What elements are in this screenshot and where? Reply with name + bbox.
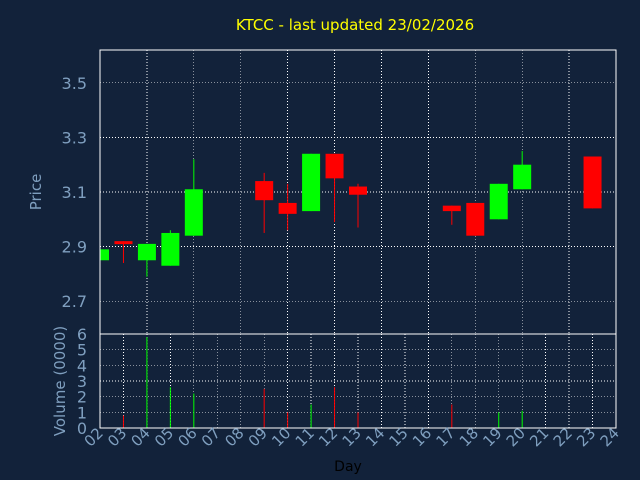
volume-tick-label: 5	[77, 341, 87, 360]
price-axis-label: Price	[27, 174, 45, 211]
volume-tick-label: 3	[77, 372, 87, 391]
candle	[99, 249, 109, 261]
candle	[489, 183, 508, 220]
candle-body	[325, 153, 344, 179]
candle	[466, 202, 485, 236]
volume-layer	[122, 337, 523, 428]
candle	[583, 156, 602, 209]
candle-body	[100, 249, 109, 261]
candle	[184, 159, 203, 236]
volume-tick-label: 0	[77, 419, 87, 438]
panel-frames	[99, 49, 617, 429]
candle-body	[255, 181, 274, 201]
x-axis-label: Day	[334, 459, 362, 475]
candle-body	[583, 156, 602, 209]
candle	[513, 151, 532, 190]
chart-title: KTCC - last updated 23/02/2026	[236, 16, 474, 34]
candle-body	[302, 153, 321, 212]
candle	[278, 183, 297, 231]
candle	[349, 183, 367, 228]
candle-body	[137, 243, 156, 261]
volume-axis-label: Volume (0000)	[51, 326, 69, 436]
price-tick-label: 3.5	[62, 74, 87, 93]
x-tick-labels: 0203040506070809101112131415161718192021…	[81, 424, 623, 450]
candles-layer	[99, 151, 602, 277]
price-tick-labels: 3.5 3.3 3.1 2.9 2.7	[62, 74, 87, 311]
volume-tick-label: 2	[77, 388, 87, 407]
candle-body	[513, 164, 532, 190]
volume-panel-frame	[99, 333, 617, 429]
candle-body	[442, 205, 461, 212]
candle-body	[114, 241, 133, 245]
candle-body	[466, 202, 485, 236]
candle	[325, 153, 344, 223]
candle	[161, 230, 180, 266]
candle	[302, 153, 321, 212]
candle	[442, 205, 461, 225]
candle	[114, 241, 133, 263]
candle-body	[184, 189, 203, 236]
price-tick-label: 3.3	[62, 128, 87, 147]
price-tick-label: 2.9	[62, 238, 87, 257]
candle	[255, 172, 274, 233]
candle-body	[161, 232, 180, 266]
volume-tick-label: 1	[77, 403, 87, 422]
price-tick-label: 3.1	[62, 183, 87, 202]
price-tick-label: 2.7	[62, 292, 87, 311]
volume-tick-label: 4	[77, 356, 87, 375]
candle	[137, 243, 156, 277]
candle-body	[489, 183, 508, 220]
candle-body	[278, 202, 297, 214]
volume-tick-label: 6	[77, 325, 87, 344]
candle-body	[349, 186, 367, 195]
